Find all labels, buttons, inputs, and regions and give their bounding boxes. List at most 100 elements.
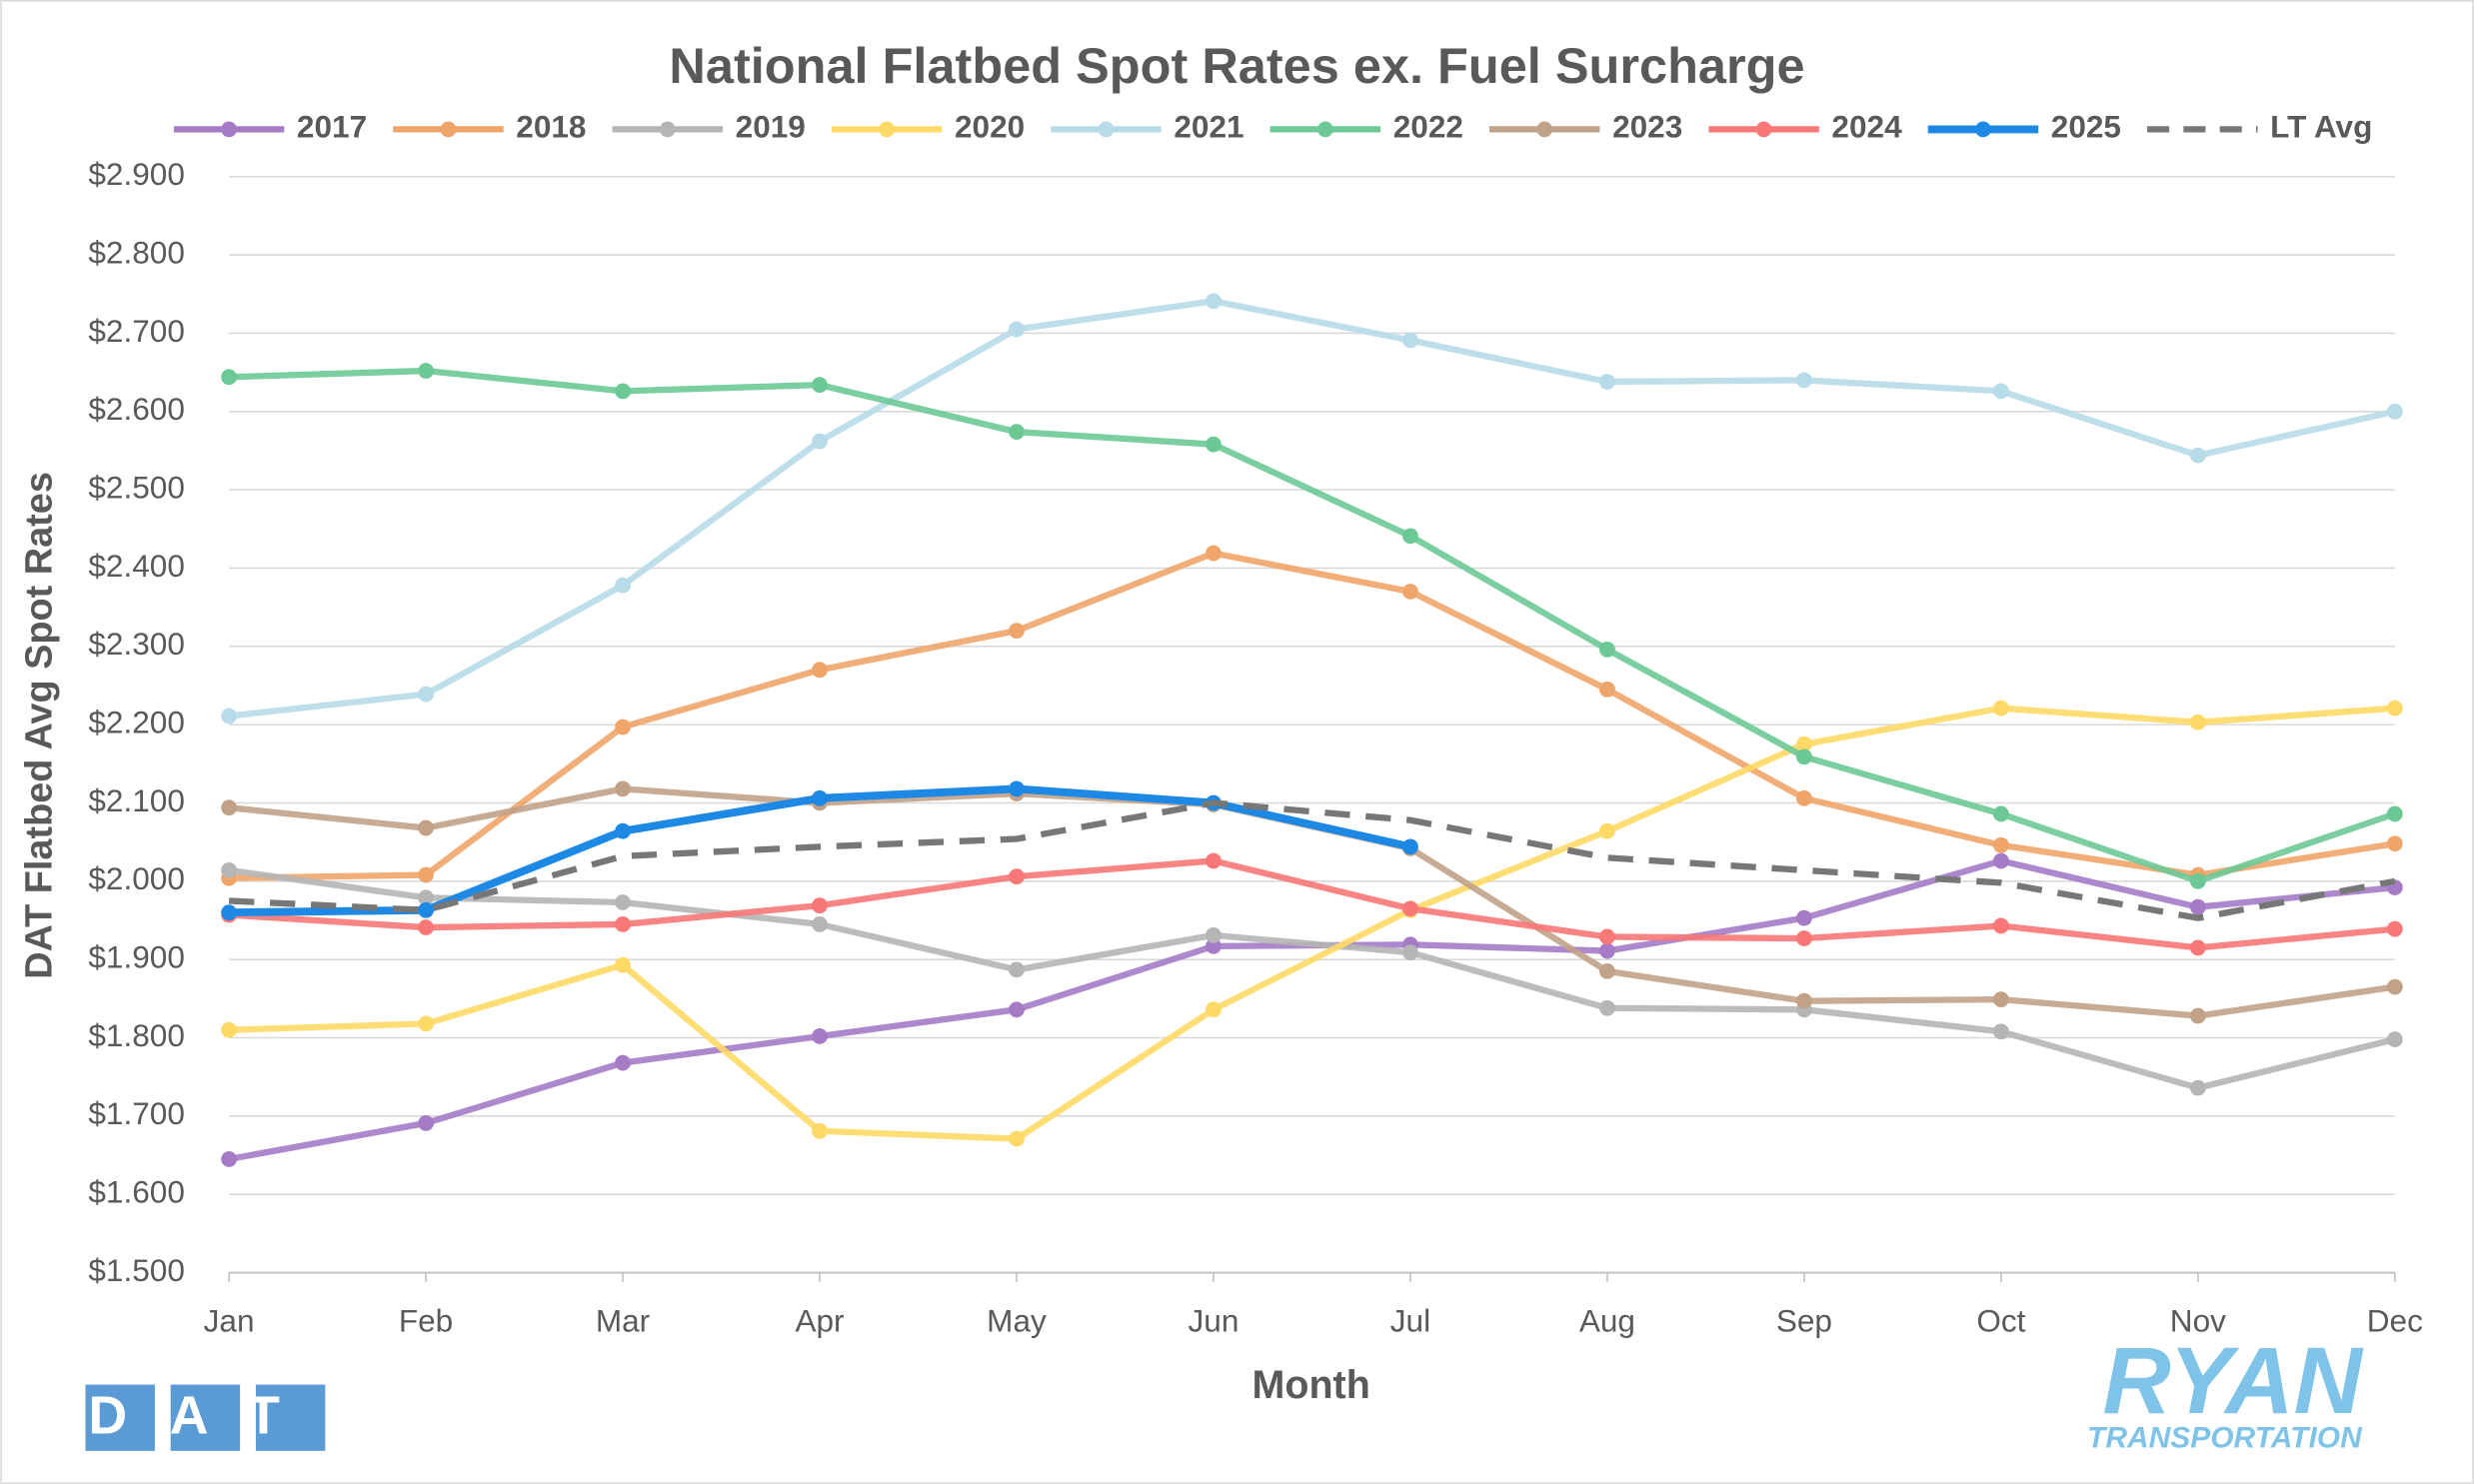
data-point xyxy=(1009,424,1025,441)
y-tick-label: $1.700 xyxy=(88,1095,185,1131)
data-point xyxy=(812,789,828,806)
data-point xyxy=(1206,926,1222,943)
data-point xyxy=(812,433,828,450)
y-tick-label: $1.500 xyxy=(88,1252,185,1288)
data-point xyxy=(615,916,631,932)
legend-marker xyxy=(1316,121,1333,138)
data-point xyxy=(1206,937,1222,954)
logo-box xyxy=(170,1384,241,1451)
data-point xyxy=(2386,700,2403,717)
data-point xyxy=(615,577,631,594)
series-line xyxy=(228,367,2396,884)
legend-marker xyxy=(879,121,896,138)
data-point xyxy=(1992,383,2009,400)
data-point xyxy=(221,708,237,725)
data-point xyxy=(221,1021,237,1038)
y-tick-label: $2.100 xyxy=(88,782,185,818)
y-axis-title: DAT Flatbed Avg Spot Rates xyxy=(18,472,60,979)
series-line xyxy=(228,857,2396,951)
data-point xyxy=(418,1015,434,1032)
y-tick-label: $2.400 xyxy=(88,548,185,584)
data-point xyxy=(1992,836,2009,853)
data-point xyxy=(1599,374,1615,390)
legend-label: 2018 xyxy=(516,109,586,145)
data-point xyxy=(1599,642,1615,658)
data-point xyxy=(1206,436,1222,453)
ryan-logo: RYAN xyxy=(2103,1328,2364,1434)
y-tick-label: $1.800 xyxy=(88,1017,185,1053)
data-point xyxy=(2189,447,2206,464)
legend-marker xyxy=(659,121,676,138)
data-point xyxy=(221,799,237,816)
legend-label: 2017 xyxy=(297,109,367,145)
x-tick-label: Apr xyxy=(795,1302,844,1338)
x-tick-label: Mar xyxy=(596,1302,650,1338)
data-point xyxy=(615,894,631,910)
dat-logo-text: DAT xyxy=(88,1385,322,1445)
data-point xyxy=(1599,942,1615,959)
data-point xyxy=(418,919,434,935)
legend-label: 2020 xyxy=(955,109,1025,145)
data-point xyxy=(1992,917,2009,934)
x-tick-label: Jun xyxy=(1189,1302,1239,1338)
data-point xyxy=(418,866,434,883)
data-point xyxy=(1402,528,1418,545)
series-line xyxy=(228,799,2396,921)
data-point xyxy=(1009,623,1025,640)
legend-marker xyxy=(1098,121,1115,138)
data-point xyxy=(418,901,434,918)
data-point xyxy=(1402,332,1418,349)
data-point xyxy=(418,686,434,703)
series xyxy=(221,293,2403,725)
y-tick-label: $1.900 xyxy=(88,939,185,975)
x-tick-label: Jul xyxy=(1390,1302,1430,1338)
y-tick-label: $2.600 xyxy=(88,391,185,427)
data-point xyxy=(221,904,237,921)
data-point xyxy=(1599,963,1615,979)
data-point xyxy=(2189,939,2206,956)
data-point xyxy=(2189,714,2206,731)
data-point xyxy=(1599,822,1615,839)
x-tick-label: Nov xyxy=(2170,1302,2226,1338)
data-point xyxy=(418,819,434,836)
data-point xyxy=(1599,928,1615,945)
data-point xyxy=(812,1122,828,1139)
data-point xyxy=(1009,961,1025,978)
data-point xyxy=(1796,992,1812,1009)
data-point xyxy=(1206,852,1222,869)
data-point xyxy=(1402,944,1418,961)
data-point xyxy=(812,377,828,394)
data-point xyxy=(2386,978,2403,995)
data-point xyxy=(221,861,237,878)
x-tick-label: Jan xyxy=(204,1302,255,1338)
data-point xyxy=(2386,1031,2403,1047)
dat-logo: DAT xyxy=(85,1384,326,1451)
series-line xyxy=(228,298,2396,720)
data-point xyxy=(418,363,434,379)
data-point xyxy=(1599,999,1615,1016)
y-tick-label: $2.800 xyxy=(88,234,185,270)
data-point xyxy=(1009,1001,1025,1018)
data-point xyxy=(1796,736,1812,752)
data-point xyxy=(1796,372,1812,389)
data-point xyxy=(615,956,631,973)
x-tick-label: Oct xyxy=(1976,1302,2025,1338)
data-point xyxy=(2386,805,2403,822)
data-point xyxy=(2386,920,2403,937)
legend-label: 2023 xyxy=(1612,109,1682,145)
data-point xyxy=(1796,909,1812,926)
x-tick-label: Sep xyxy=(1776,1302,1832,1338)
data-point xyxy=(615,719,631,736)
legend-marker xyxy=(440,121,457,138)
legend-marker xyxy=(1536,121,1553,138)
x-axis-title: Month xyxy=(1252,1363,1370,1407)
data-point xyxy=(1009,321,1025,338)
x-tick-label: Dec xyxy=(2367,1302,2423,1338)
data-point xyxy=(1599,681,1615,698)
data-point xyxy=(1206,545,1222,562)
data-point xyxy=(1992,805,2009,822)
data-point xyxy=(615,1054,631,1071)
